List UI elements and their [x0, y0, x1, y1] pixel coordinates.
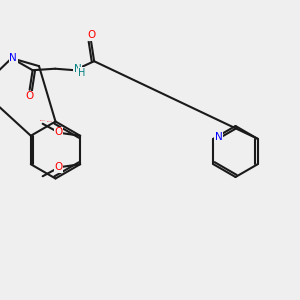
- Text: N: N: [9, 53, 17, 63]
- Text: methoxy: methoxy: [47, 121, 53, 122]
- Text: H: H: [78, 68, 86, 78]
- Text: O: O: [54, 128, 62, 137]
- Text: O: O: [87, 30, 95, 40]
- Text: N: N: [215, 132, 223, 142]
- Text: O: O: [26, 91, 34, 101]
- Text: methoxy: methoxy: [40, 120, 46, 122]
- Text: methoxy_label: methoxy_label: [40, 121, 50, 123]
- Text: N: N: [74, 64, 82, 74]
- Text: O: O: [54, 162, 62, 172]
